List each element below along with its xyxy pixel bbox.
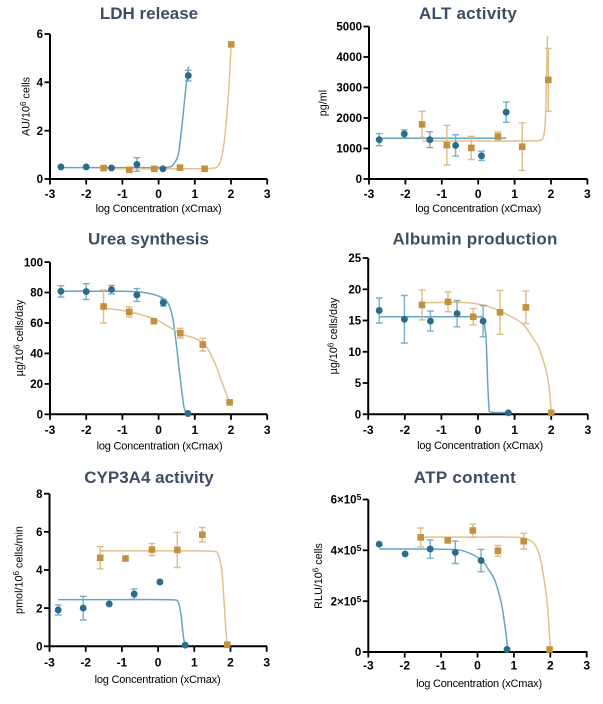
svg-text:2: 2	[36, 603, 42, 615]
svg-text:0: 0	[355, 647, 361, 659]
svg-text:4: 4	[37, 78, 44, 90]
svg-text:8: 8	[36, 489, 43, 501]
svg-text:-3: -3	[45, 423, 56, 437]
svg-text:-2: -2	[81, 423, 92, 437]
svg-text:4×105: 4×105	[331, 543, 362, 558]
svg-text:2: 2	[547, 659, 554, 673]
svg-text:-2: -2	[399, 659, 410, 673]
svg-text:-1: -1	[436, 659, 447, 673]
svg-text:2: 2	[227, 656, 234, 670]
svg-text:3: 3	[584, 187, 591, 201]
svg-text:-1: -1	[436, 423, 447, 437]
svg-text:3000: 3000	[336, 83, 362, 95]
svg-text:LDH release: LDH release	[100, 4, 198, 23]
svg-text:5000: 5000	[336, 22, 362, 34]
svg-text:3: 3	[263, 656, 270, 670]
svg-text:6: 6	[36, 527, 42, 539]
svg-text:3: 3	[264, 423, 271, 437]
svg-text:-3: -3	[363, 423, 374, 437]
svg-text:1: 1	[191, 187, 198, 201]
svg-text:-3: -3	[45, 187, 56, 201]
svg-text:2: 2	[228, 423, 235, 437]
svg-text:60: 60	[30, 318, 43, 330]
svg-text:0: 0	[37, 410, 43, 422]
svg-text:0: 0	[155, 423, 162, 437]
svg-text:25: 25	[348, 253, 361, 265]
svg-text:2: 2	[228, 187, 235, 201]
svg-text:100: 100	[24, 257, 43, 269]
svg-text:0: 0	[155, 656, 162, 670]
svg-text:40: 40	[30, 349, 43, 361]
svg-text:0: 0	[356, 174, 362, 186]
svg-text:2000: 2000	[336, 113, 362, 125]
svg-text:10: 10	[348, 347, 361, 359]
svg-text:log Concentration (xCmax): log Concentration (xCmax)	[417, 440, 543, 452]
svg-text:4000: 4000	[336, 52, 362, 64]
svg-text:6: 6	[37, 29, 43, 41]
svg-text:0: 0	[36, 642, 42, 654]
svg-text:4: 4	[36, 565, 43, 577]
svg-text:Urea synthesis: Urea synthesis	[88, 230, 209, 249]
svg-text:-1: -1	[436, 187, 447, 201]
svg-text:-3: -3	[44, 656, 55, 670]
svg-text:5: 5	[355, 378, 362, 390]
svg-text:CYP3A4 activity: CYP3A4 activity	[84, 468, 214, 487]
svg-text:-2: -2	[80, 656, 91, 670]
svg-text:pmol/106 cells/min: pmol/106 cells/min	[12, 526, 26, 614]
svg-text:-1: -1	[117, 656, 128, 670]
svg-text:log Concentration (xCmax): log Concentration (xCmax)	[95, 674, 221, 686]
svg-text:20: 20	[348, 285, 361, 297]
svg-text:-2: -2	[81, 187, 92, 201]
svg-text:1: 1	[511, 659, 518, 673]
svg-text:ALT activity: ALT activity	[419, 4, 517, 23]
svg-text:0: 0	[155, 187, 162, 201]
svg-text:-3: -3	[364, 187, 375, 201]
svg-text:3: 3	[583, 659, 590, 673]
svg-text:15: 15	[348, 316, 361, 328]
svg-text:0: 0	[37, 174, 43, 186]
svg-text:3: 3	[264, 187, 271, 201]
svg-text:1: 1	[191, 423, 198, 437]
svg-text:2×105: 2×105	[331, 594, 362, 609]
svg-text:0: 0	[474, 659, 481, 673]
svg-text:ATP content: ATP content	[414, 468, 516, 487]
svg-text:1: 1	[191, 656, 198, 670]
svg-text:3: 3	[584, 423, 591, 437]
svg-text:2: 2	[548, 423, 555, 437]
svg-text:pg/ml: pg/ml	[318, 90, 330, 116]
svg-text:RLU/106 cells: RLU/106 cells	[311, 543, 325, 609]
svg-text:-2: -2	[399, 423, 410, 437]
svg-text:6×105: 6×105	[331, 492, 362, 507]
svg-text:2: 2	[548, 187, 555, 201]
svg-text:1: 1	[511, 423, 518, 437]
svg-text:-2: -2	[400, 187, 411, 201]
svg-text:0: 0	[475, 423, 482, 437]
svg-text:1: 1	[511, 187, 518, 201]
svg-text:80: 80	[30, 288, 43, 300]
svg-text:20: 20	[30, 379, 43, 391]
svg-text:log Concentration (xCmax): log Concentration (xCmax)	[97, 441, 223, 453]
svg-text:0: 0	[355, 410, 361, 422]
svg-text:2: 2	[37, 126, 43, 138]
svg-text:-1: -1	[117, 187, 128, 201]
svg-text:-1: -1	[117, 423, 128, 437]
svg-text:1000: 1000	[336, 144, 362, 156]
svg-text:Albumin production: Albumin production	[392, 230, 557, 249]
svg-text:0: 0	[475, 187, 482, 201]
svg-text:µg/106 cells/day: µg/106 cells/day	[12, 299, 26, 376]
svg-text:log Concentration (xCmax): log Concentration (xCmax)	[415, 203, 541, 215]
svg-text:log Concentration (xCmax): log Concentration (xCmax)	[416, 678, 542, 690]
svg-text:AU/106 cells: AU/106 cells	[19, 76, 33, 136]
svg-text:log Concentration (xCmax): log Concentration (xCmax)	[96, 203, 222, 215]
svg-text:-3: -3	[363, 659, 374, 673]
svg-text:µg/106 cells/day: µg/106 cells/day	[326, 297, 340, 374]
